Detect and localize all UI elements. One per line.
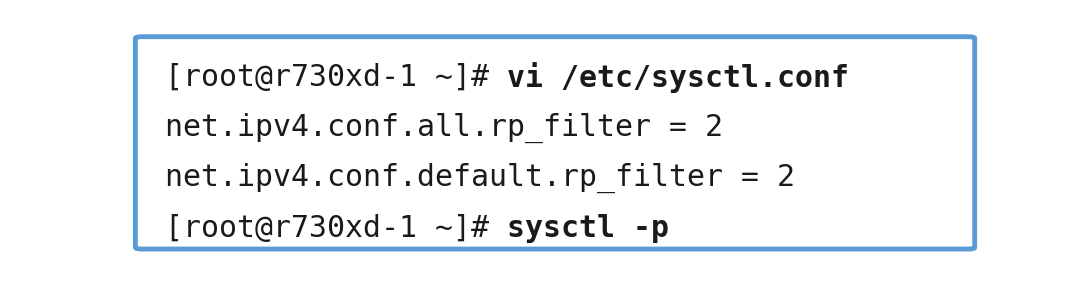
FancyBboxPatch shape — [135, 37, 975, 249]
Text: [root@r730xd-1 ~]#: [root@r730xd-1 ~]# — [165, 214, 507, 243]
Text: [root@r730xd-1 ~]#: [root@r730xd-1 ~]# — [165, 63, 507, 92]
Text: net.ipv4.conf.all.rp_filter = 2: net.ipv4.conf.all.rp_filter = 2 — [165, 113, 722, 143]
Text: net.ipv4.conf.default.rp_filter = 2: net.ipv4.conf.default.rp_filter = 2 — [165, 163, 795, 193]
Text: sysctl -p: sysctl -p — [507, 214, 668, 243]
Text: vi /etc/sysctl.conf: vi /etc/sysctl.conf — [507, 62, 849, 93]
